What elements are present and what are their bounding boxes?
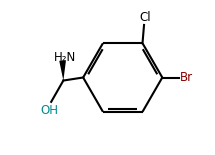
Text: H₂N: H₂N	[54, 51, 76, 64]
Text: Br: Br	[180, 71, 193, 84]
Polygon shape	[59, 61, 66, 81]
Text: Cl: Cl	[140, 11, 151, 24]
Text: OH: OH	[41, 104, 59, 117]
